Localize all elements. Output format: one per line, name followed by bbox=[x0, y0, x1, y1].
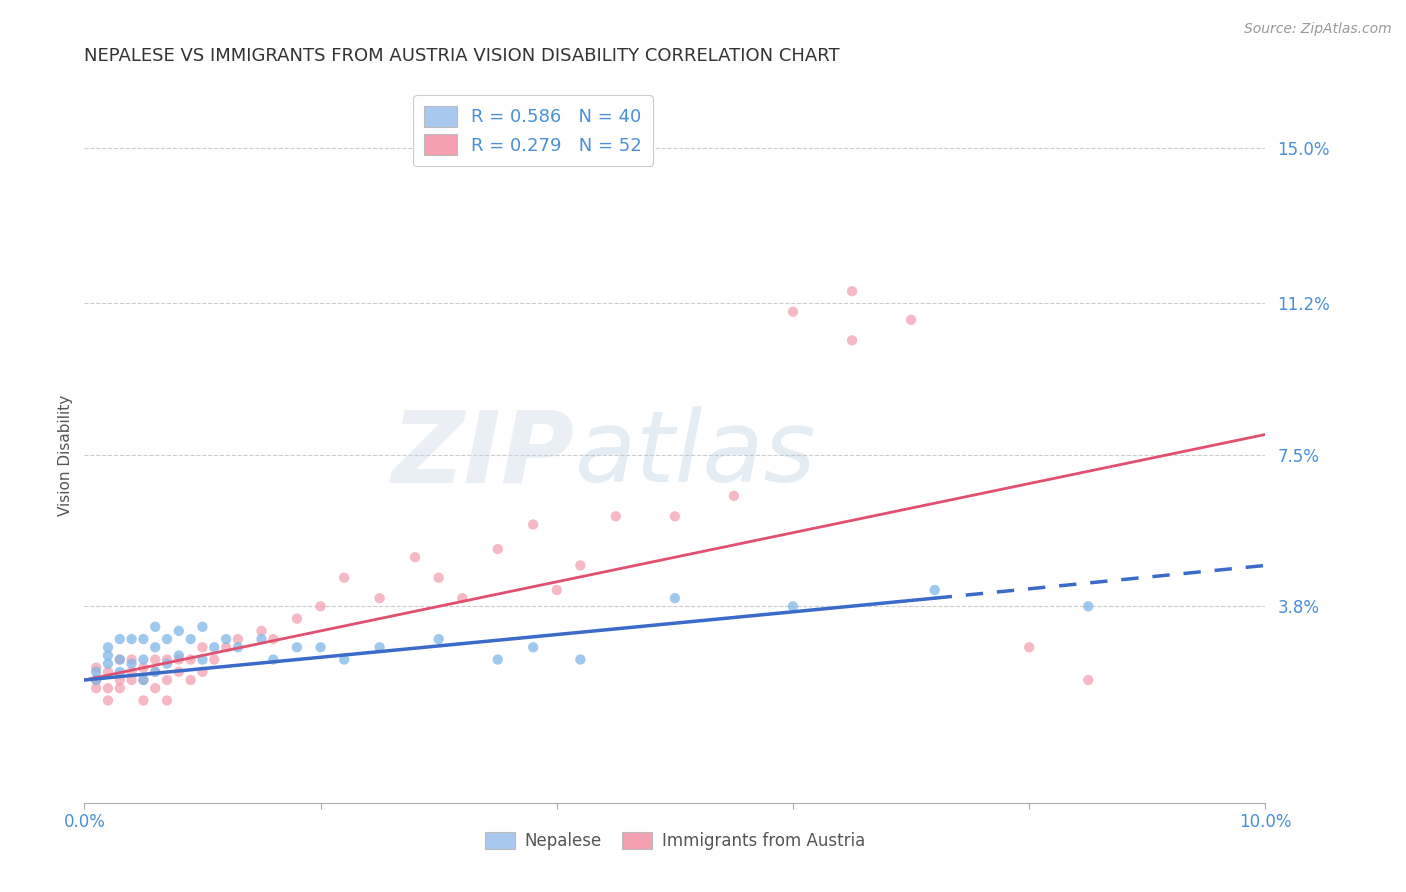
Point bbox=[841, 334, 863, 348]
Point bbox=[143, 665, 166, 679]
Point bbox=[132, 693, 155, 707]
Point bbox=[427, 632, 450, 646]
Point bbox=[285, 612, 308, 626]
Point bbox=[226, 632, 249, 646]
Point bbox=[97, 657, 120, 671]
Point bbox=[250, 632, 273, 646]
Point bbox=[132, 632, 155, 646]
Point bbox=[156, 632, 179, 646]
Point bbox=[723, 489, 745, 503]
Point bbox=[368, 591, 391, 606]
Point bbox=[156, 673, 179, 687]
Point bbox=[143, 665, 166, 679]
Point bbox=[167, 665, 190, 679]
Point bbox=[924, 582, 946, 597]
Point bbox=[108, 681, 131, 696]
Point bbox=[97, 693, 120, 707]
Point bbox=[250, 624, 273, 638]
Point bbox=[285, 640, 308, 655]
Point bbox=[143, 681, 166, 696]
Point bbox=[143, 620, 166, 634]
Point bbox=[782, 599, 804, 614]
Point bbox=[84, 661, 107, 675]
Point bbox=[156, 652, 179, 666]
Point bbox=[841, 284, 863, 298]
Text: Source: ZipAtlas.com: Source: ZipAtlas.com bbox=[1244, 22, 1392, 37]
Point bbox=[191, 665, 214, 679]
Point bbox=[97, 640, 120, 655]
Point bbox=[605, 509, 627, 524]
Point bbox=[132, 673, 155, 687]
Point bbox=[262, 652, 284, 666]
Point bbox=[121, 673, 143, 687]
Point bbox=[309, 599, 332, 614]
Point bbox=[333, 652, 356, 666]
Point bbox=[121, 632, 143, 646]
Point bbox=[84, 673, 107, 687]
Point bbox=[121, 657, 143, 671]
Point bbox=[368, 640, 391, 655]
Point bbox=[143, 640, 166, 655]
Point bbox=[167, 652, 190, 666]
Point bbox=[427, 571, 450, 585]
Point bbox=[84, 673, 107, 687]
Point bbox=[262, 632, 284, 646]
Point bbox=[522, 640, 544, 655]
Point bbox=[84, 681, 107, 696]
Point bbox=[333, 571, 356, 585]
Point bbox=[191, 620, 214, 634]
Text: atlas: atlas bbox=[575, 407, 815, 503]
Legend: Nepalese, Immigrants from Austria: Nepalese, Immigrants from Austria bbox=[478, 826, 872, 857]
Point bbox=[121, 665, 143, 679]
Point bbox=[180, 673, 202, 687]
Point bbox=[451, 591, 474, 606]
Point bbox=[108, 652, 131, 666]
Point bbox=[664, 509, 686, 524]
Text: NEPALESE VS IMMIGRANTS FROM AUSTRIA VISION DISABILITY CORRELATION CHART: NEPALESE VS IMMIGRANTS FROM AUSTRIA VISI… bbox=[84, 47, 839, 65]
Point bbox=[900, 313, 922, 327]
Point bbox=[569, 652, 592, 666]
Point bbox=[108, 673, 131, 687]
Point bbox=[132, 661, 155, 675]
Point bbox=[1077, 599, 1099, 614]
Point bbox=[121, 652, 143, 666]
Point bbox=[486, 542, 509, 557]
Point bbox=[143, 652, 166, 666]
Point bbox=[1018, 640, 1040, 655]
Point bbox=[309, 640, 332, 655]
Point bbox=[156, 657, 179, 671]
Point bbox=[97, 648, 120, 663]
Point bbox=[167, 648, 190, 663]
Point bbox=[84, 665, 107, 679]
Point bbox=[132, 652, 155, 666]
Point bbox=[546, 582, 568, 597]
Point bbox=[97, 665, 120, 679]
Point bbox=[156, 693, 179, 707]
Point bbox=[1077, 673, 1099, 687]
Point bbox=[664, 591, 686, 606]
Y-axis label: Vision Disability: Vision Disability bbox=[58, 394, 73, 516]
Point bbox=[108, 652, 131, 666]
Point bbox=[191, 652, 214, 666]
Point bbox=[569, 558, 592, 573]
Point bbox=[180, 632, 202, 646]
Point bbox=[108, 665, 131, 679]
Text: ZIP: ZIP bbox=[391, 407, 575, 503]
Point bbox=[486, 652, 509, 666]
Point bbox=[180, 652, 202, 666]
Point bbox=[226, 640, 249, 655]
Point bbox=[191, 640, 214, 655]
Point bbox=[167, 624, 190, 638]
Point bbox=[108, 632, 131, 646]
Point bbox=[202, 640, 225, 655]
Point bbox=[522, 517, 544, 532]
Point bbox=[782, 304, 804, 318]
Point bbox=[215, 632, 238, 646]
Point bbox=[202, 652, 225, 666]
Point bbox=[132, 673, 155, 687]
Point bbox=[404, 550, 426, 565]
Point bbox=[97, 681, 120, 696]
Point bbox=[215, 640, 238, 655]
